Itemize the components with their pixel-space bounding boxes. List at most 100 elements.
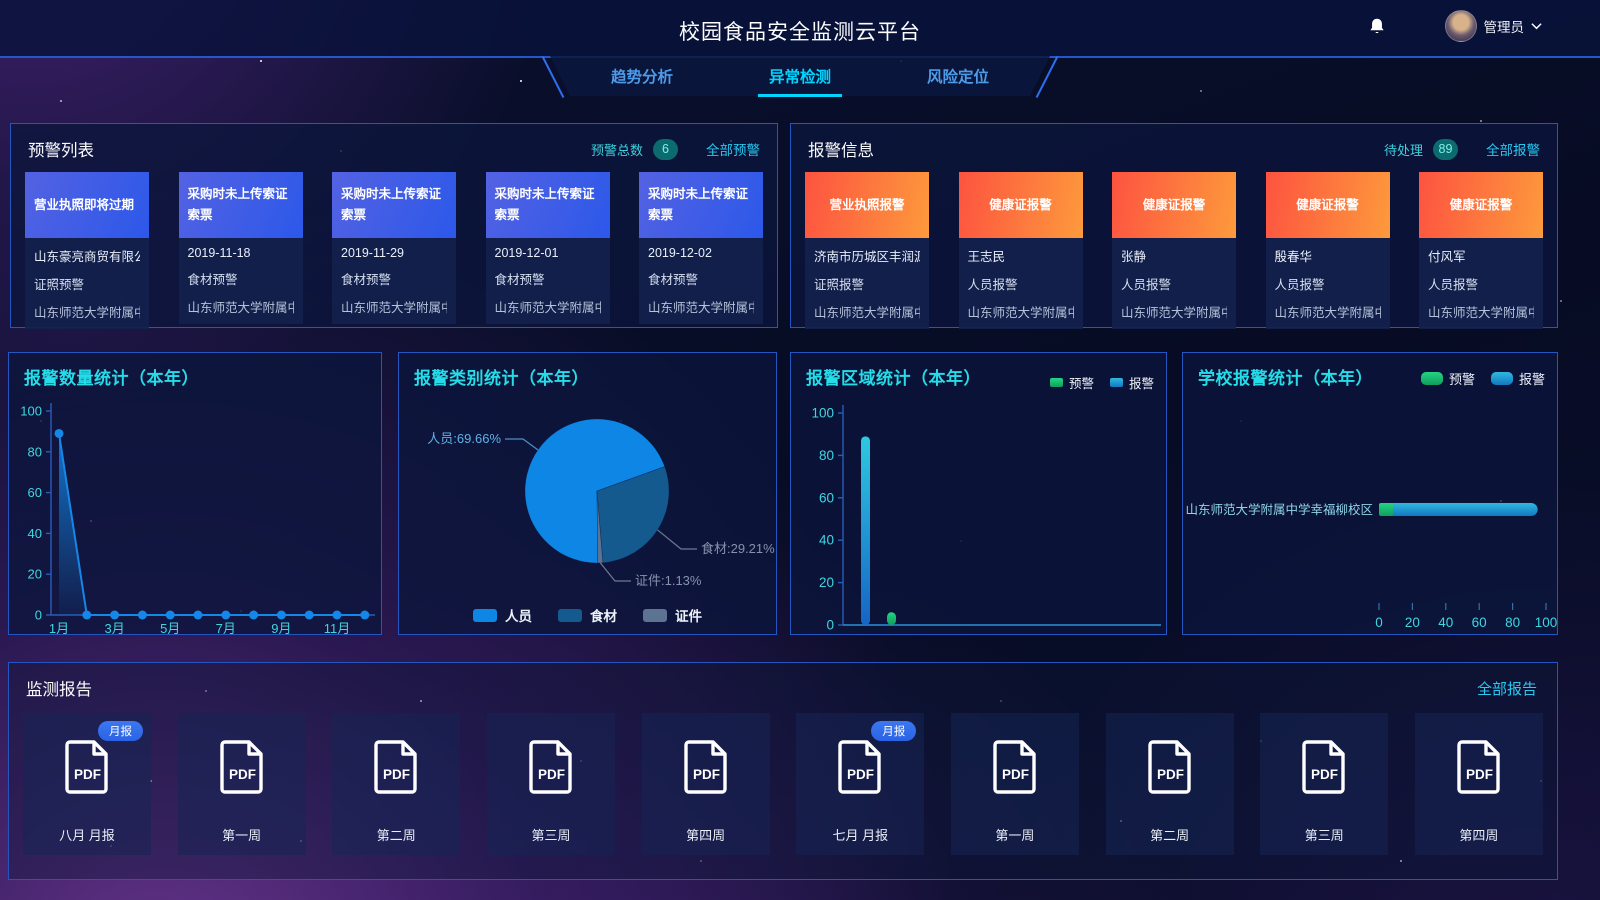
svg-text:食材:29.21%: 食材:29.21% xyxy=(701,541,775,556)
report-card[interactable]: PDF 第四周 xyxy=(1414,713,1543,855)
user-menu[interactable]: 管理员 xyxy=(1444,10,1543,42)
svg-text:5月: 5月 xyxy=(160,621,180,634)
monthly-chart-title: 报警数量统计（本年） xyxy=(24,369,199,388)
svg-text:PDF: PDF xyxy=(383,767,410,782)
all-alarms-link[interactable]: 全部报警 xyxy=(1486,143,1540,158)
page-title: 校园食品安全监测云平台 xyxy=(679,21,921,44)
pdf-file-icon: PDF xyxy=(1457,740,1500,794)
legend-swatch xyxy=(1049,378,1063,387)
report-label: 第二周 xyxy=(376,828,416,843)
svg-text:人员:69.66%: 人员:69.66% xyxy=(427,431,501,446)
monthly-area-chart: 0 20 40 60 80 100 1月 3月 5月 7月 9月 11月 xyxy=(20,403,375,634)
svg-text:60: 60 xyxy=(28,485,42,500)
region-bar-chart: 0 20 40 60 80 100 xyxy=(811,405,1161,633)
legend-swatch xyxy=(643,608,667,622)
pdf-file-icon: PDF xyxy=(529,740,572,794)
report-label: 第一周 xyxy=(222,828,262,843)
report-card[interactable]: PDF 第一周 xyxy=(950,713,1079,855)
warning-card[interactable]: 采购时未上传索证索票 2019-11-29 食材预警 山东师范大学附属中... xyxy=(332,172,456,329)
alarm-card[interactable]: 健康证报警 殷春华 人员报警 山东师范大学附属中... xyxy=(1265,172,1390,329)
svg-text:40: 40 xyxy=(1438,615,1453,630)
reports-panel: 监测报告 全部报告 月报 PDF 八月 月报 PDF 第一周 PDF 第二周 xyxy=(8,662,1558,880)
monthly-alarm-chart-panel: 报警数量统计（本年） 0 20 40 60 80 100 1月 3月 5月 7月 9月 11月 xyxy=(8,352,382,635)
svg-text:证件:1.13%: 证件:1.13% xyxy=(635,573,702,588)
pdf-file-icon: PDF xyxy=(993,740,1036,794)
alarm-card[interactable]: 营业执照报警 济南市历城区丰润源... 证照报警 山东师范大学附属中... xyxy=(805,172,929,329)
all-reports-link[interactable]: 全部报告 xyxy=(1476,680,1537,698)
warning-card[interactable]: 采购时未上传索证索票 2019-12-01 食材预警 山东师范大学附属中... xyxy=(485,172,610,329)
alarm-info-panel: 报警信息 待处理 89 全部报警 营业执照报警 济南市历城区丰润源... 证照报… xyxy=(790,123,1558,329)
report-label: 八月 月报 xyxy=(59,828,115,843)
report-card[interactable]: PDF 第三周 xyxy=(486,713,615,855)
tab-anomaly-detection[interactable]: 异常检测 xyxy=(757,61,843,97)
svg-text:100: 100 xyxy=(811,406,834,421)
warning-total-label: 预警总数 xyxy=(590,142,643,158)
alarm-panel-title: 报警信息 xyxy=(808,142,874,160)
report-card[interactable]: PDF 第四周 xyxy=(641,713,770,855)
svg-text:PDF: PDF xyxy=(1157,767,1184,782)
legend-swatch xyxy=(558,608,582,622)
category-chart-title: 报警类别统计（本年） xyxy=(414,369,589,388)
pending-count-badge: 89 xyxy=(1433,138,1458,160)
report-label: 第四周 xyxy=(686,828,726,843)
legend-swatch xyxy=(1420,372,1443,385)
school-legend-alarm[interactable]: 报警 xyxy=(1490,369,1545,388)
warning-card[interactable]: 营业执照即将过期 山东豪亮商贸有限公司 证照预警 山东师范大学附属中... xyxy=(25,172,149,329)
category-pie-panel: 报警类别统计（本年） 人员:69.66% 食材:29.21% 证件:1.13% 人员… xyxy=(398,352,777,635)
region-legend-alarm[interactable]: 报警 xyxy=(1109,373,1154,392)
report-card[interactable]: PDF 第三周 xyxy=(1260,713,1389,855)
report-label: 第四周 xyxy=(1459,828,1499,843)
svg-text:7月: 7月 xyxy=(216,621,236,634)
report-card[interactable]: PDF 第二周 xyxy=(332,713,461,855)
notification-bell-icon[interactable] xyxy=(1366,16,1388,38)
svg-text:0: 0 xyxy=(826,618,834,633)
svg-text:40: 40 xyxy=(819,533,834,548)
report-card[interactable]: 月报 PDF 七月 月报 xyxy=(796,713,925,855)
svg-text:11月: 11月 xyxy=(324,621,351,634)
warning-count-badge: 6 xyxy=(653,138,678,160)
svg-text:100: 100 xyxy=(1535,615,1558,630)
svg-text:100: 100 xyxy=(20,404,42,419)
pdf-file-icon: PDF xyxy=(1302,740,1345,794)
school-legend-warning[interactable]: 预警 xyxy=(1420,369,1475,388)
alarm-card[interactable]: 健康证报警 付风军 人员报警 山东师范大学附属中... xyxy=(1419,172,1543,329)
svg-text:80: 80 xyxy=(28,444,42,459)
chevron-down-icon xyxy=(1531,23,1542,30)
pdf-file-icon: PDF xyxy=(374,740,418,794)
svg-text:40: 40 xyxy=(28,526,42,541)
svg-text:20: 20 xyxy=(819,575,834,590)
report-card[interactable]: PDF 第一周 xyxy=(177,713,306,855)
pdf-file-icon: PDF xyxy=(683,740,727,794)
svg-text:80: 80 xyxy=(819,448,834,463)
warning-card[interactable]: 采购时未上传索证索票 2019-11-18 食材预警 山东师范大学附属中... xyxy=(178,172,303,329)
alarm-card[interactable]: 健康证报警 张静 人员报警 山东师范大学附属中... xyxy=(1112,172,1236,329)
pdf-file-icon: PDF xyxy=(219,740,263,794)
svg-text:山东师范大学附属中学幸福柳校区: 山东师范大学附属中学幸福柳校区 xyxy=(1185,502,1373,517)
warning-card[interactable]: 采购时未上传索证索票 2019-12-02 食材预警 山东师范大学附属中... xyxy=(639,172,763,329)
monthly-report-badge: 月报 xyxy=(98,721,143,741)
pie-legend-certificate[interactable]: 证件 xyxy=(643,605,702,625)
report-card[interactable]: 月报 PDF 八月 月报 xyxy=(23,713,151,855)
svg-text:3月: 3月 xyxy=(104,621,124,634)
region-chart-title: 报警区域统计（本年） xyxy=(806,369,981,388)
svg-text:80: 80 xyxy=(1505,615,1520,630)
report-card[interactable]: PDF 第二周 xyxy=(1105,713,1234,855)
svg-text:PDF: PDF xyxy=(538,767,565,782)
svg-text:9月: 9月 xyxy=(271,621,291,634)
svg-text:PDF: PDF xyxy=(1311,767,1338,782)
all-warnings-link[interactable]: 全部预警 xyxy=(706,143,760,158)
school-hbar-chart: 山东师范大学附属中学幸福柳校区 0 20 40 60 80 100 xyxy=(1185,502,1558,630)
pie-legend-personnel[interactable]: 人员 xyxy=(473,605,532,625)
pie-legend-food[interactable]: 食材 xyxy=(558,605,617,625)
category-pie-chart: 人员:69.66% 食材:29.21% 证件:1.13% xyxy=(427,418,775,588)
reports-title: 监测报告 xyxy=(26,681,92,699)
tab-trend-analysis[interactable]: 趋势分析 xyxy=(610,69,673,86)
svg-text:PDF: PDF xyxy=(74,767,101,782)
svg-text:60: 60 xyxy=(1472,615,1487,630)
svg-text:20: 20 xyxy=(28,567,42,582)
alarm-card[interactable]: 健康证报警 王志民 人员报警 山东师范大学附属中... xyxy=(958,172,1083,329)
svg-text:20: 20 xyxy=(1405,615,1420,630)
tab-risk-location[interactable]: 风险定位 xyxy=(927,69,990,86)
svg-text:1月: 1月 xyxy=(49,621,69,634)
region-legend-warning[interactable]: 预警 xyxy=(1049,373,1094,392)
